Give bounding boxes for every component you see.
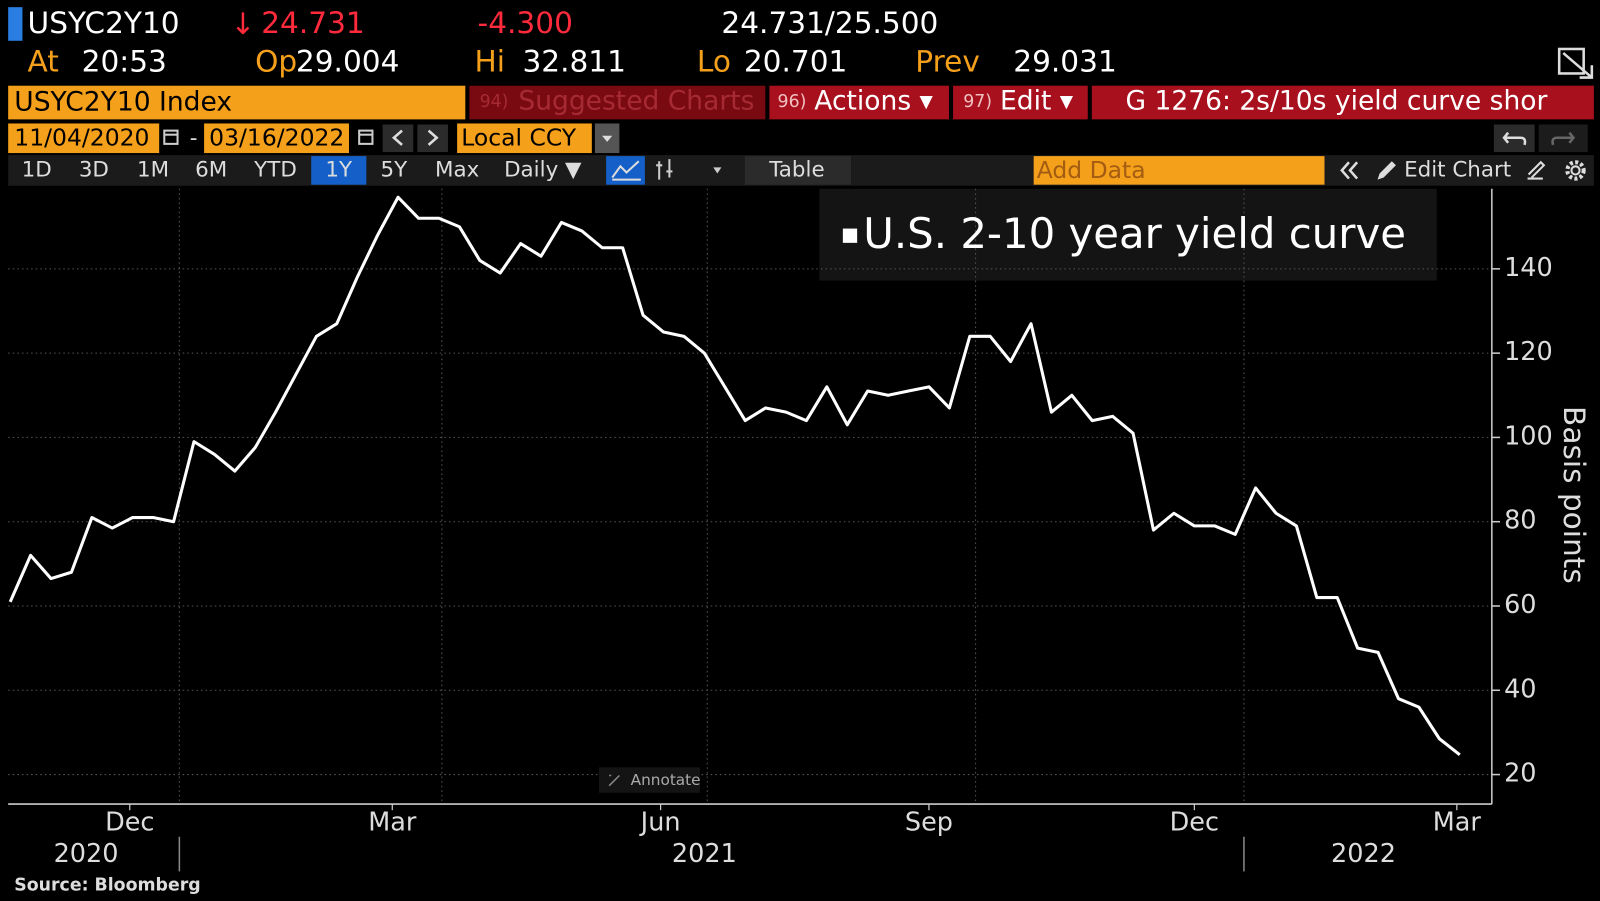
period-button[interactable]: 6M — [195, 157, 227, 182]
frequency[interactable]: Daily ▼ — [504, 157, 582, 182]
menu-key: 96) — [778, 92, 807, 112]
period-button[interactable]: 1D — [22, 157, 52, 182]
last-price: 24.731 — [261, 6, 365, 40]
x-tick-label: Jun — [639, 807, 681, 837]
x-tick-label: Dec — [1170, 807, 1219, 837]
settings-icon[interactable] — [1565, 160, 1586, 181]
start-date: 11/04/2020 — [14, 123, 149, 151]
pencil-icon — [1377, 161, 1396, 180]
period-button[interactable]: 1Y — [325, 157, 353, 182]
dropdown-icon — [602, 135, 613, 142]
menu-label: Suggested Charts — [518, 86, 754, 117]
year-label: 2021 — [672, 839, 737, 869]
next-button[interactable] — [417, 124, 448, 153]
end-date-box[interactable] — [204, 123, 349, 154]
period-button[interactable]: 1M — [137, 157, 169, 182]
menu-key: 97) — [963, 92, 992, 112]
currency: Local CCY — [461, 123, 577, 151]
y-tick-label: 100 — [1504, 421, 1553, 451]
start-date-box[interactable] — [8, 123, 160, 154]
period-buttons: 1D 3D 1M 6M YTD 1Y 5Y Max — [22, 156, 479, 185]
redo-icon — [1551, 131, 1576, 146]
annotate-icon — [608, 774, 620, 787]
quote-label: Hi — [474, 45, 504, 79]
legend-box — [819, 188, 1437, 281]
date-separator: - — [190, 126, 198, 151]
direction-arrow: ↓ — [231, 7, 256, 41]
bid-ask: 24.731/25.500 — [721, 6, 938, 40]
prev-button[interactable] — [382, 124, 414, 153]
source: Source: Bloomberg — [14, 876, 200, 896]
year-label: 2020 — [54, 839, 119, 869]
period-active[interactable] — [311, 156, 367, 185]
y-tick-label: 40 — [1504, 674, 1536, 704]
year-label: 2022 — [1331, 839, 1396, 869]
menu-actions[interactable] — [769, 85, 949, 120]
chart-type-dropdown[interactable] — [713, 167, 722, 174]
x-tick-label: Mar — [368, 807, 417, 837]
period-button[interactable]: YTD — [253, 157, 297, 182]
quote-value: 32.811 — [522, 45, 626, 79]
end-date: 03/16/2022 — [209, 123, 344, 151]
y-axis-label: Basis points — [1557, 406, 1591, 584]
chart: 20 40 60 80 100 120 140 Dec Mar Jun Sep Dec Mar 2020 2… — [8, 188, 1591, 872]
collapse-icon[interactable] — [1340, 161, 1359, 180]
ticker: USYC2Y10 — [28, 6, 180, 40]
next-icon — [427, 129, 439, 146]
legend-swatch — [842, 228, 858, 243]
quote-value: 29.004 — [296, 45, 400, 79]
period-button[interactable]: 3D — [79, 157, 109, 182]
quote-value: 29.031 — [1013, 45, 1117, 79]
y-tick-label: 60 — [1504, 590, 1536, 620]
menus: 94) Suggested Charts 96) Actions ▾ 97) Edit ▾ — [480, 86, 1074, 117]
period-button[interactable]: Max — [435, 157, 479, 182]
undo-icon — [1502, 131, 1527, 146]
menu-label: Actions ▾ — [814, 86, 933, 117]
prev-icon — [391, 129, 403, 146]
add-data: Add Data — [1037, 156, 1146, 184]
bar-chart-icon[interactable] — [656, 159, 673, 180]
table-button-box[interactable] — [744, 156, 852, 185]
add-data-box[interactable] — [1033, 156, 1325, 185]
menu-key: 94) — [480, 92, 509, 112]
edit-icon[interactable] — [1527, 160, 1546, 180]
menu-label: Edit ▾ — [1000, 86, 1074, 117]
ticker-marker — [8, 7, 23, 41]
quote-value: 20.701 — [744, 45, 848, 79]
y-tick-label: 20 — [1504, 759, 1536, 789]
edit-chart[interactable]: Edit Chart — [1404, 157, 1511, 182]
y-tick-label: 80 — [1504, 506, 1536, 536]
calendar-icon[interactable] — [163, 129, 179, 145]
x-tick-label: Mar — [1433, 807, 1482, 837]
period-button[interactable]: 5Y — [381, 157, 409, 182]
function-title-box — [1091, 85, 1594, 120]
quote-label: Lo — [697, 45, 731, 79]
menu-suggested[interactable] — [469, 85, 766, 120]
calendar-icon[interactable] — [358, 129, 374, 145]
line-chart-icon — [611, 160, 641, 181]
security-box[interactable] — [8, 85, 466, 120]
table-button: Table — [768, 157, 824, 182]
y-tick-label: 140 — [1504, 253, 1553, 283]
quote-label: Op — [255, 45, 297, 79]
menu-edit[interactable] — [953, 85, 1088, 120]
net-change: -4.300 — [478, 6, 573, 40]
series-line — [8, 195, 1461, 756]
x-tick-label: Sep — [905, 807, 953, 837]
quote-value: 20:53 — [82, 45, 167, 79]
security: USYC2Y10 Index — [14, 87, 232, 118]
quote-label: At — [28, 45, 59, 79]
quote-label: Prev — [915, 45, 980, 79]
legend-entry: U.S. 2-10 year yield curve — [863, 209, 1406, 258]
popout-icon[interactable] — [1557, 47, 1594, 79]
currency-box[interactable] — [457, 123, 592, 154]
y-tick-label: 120 — [1504, 337, 1553, 367]
annotate: Annotate — [631, 771, 701, 789]
x-tick-label: Dec — [105, 807, 154, 837]
function-title: G 1276: 2s/10s yield curve shor — [1126, 86, 1548, 117]
